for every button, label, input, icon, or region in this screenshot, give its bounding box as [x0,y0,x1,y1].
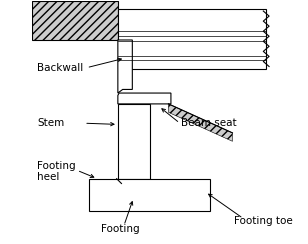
Text: Backwall: Backwall [37,63,83,73]
Polygon shape [32,1,118,40]
Polygon shape [118,40,132,93]
Text: Stem: Stem [37,118,64,128]
Text: Footing toe: Footing toe [234,216,292,226]
Polygon shape [118,9,266,69]
Polygon shape [89,179,209,211]
Text: Beam seat: Beam seat [180,118,236,128]
Polygon shape [118,104,150,179]
Polygon shape [118,93,171,104]
Text: Footing
heel: Footing heel [37,161,76,182]
Polygon shape [168,104,233,141]
Text: Footing: Footing [101,224,140,234]
